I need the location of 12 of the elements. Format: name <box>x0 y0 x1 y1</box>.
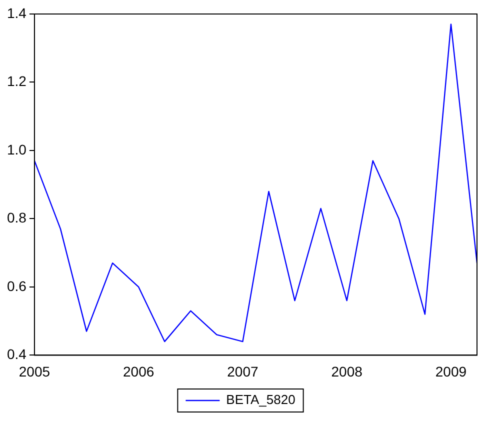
x-tick-label: 2008 <box>331 363 363 380</box>
y-tick-label: 0.8 <box>6 210 27 226</box>
x-tick-label: 2007 <box>227 363 258 380</box>
y-tick-label: 1.4 <box>6 4 27 21</box>
x-tick-label: 2009 <box>435 363 467 380</box>
y-tick-label: 0.6 <box>6 278 27 294</box>
x-tick-label: 2006 <box>123 363 154 380</box>
y-tick-label: 0.4 <box>6 346 27 362</box>
y-tick-label: 1.0 <box>6 141 27 158</box>
legend-label: BETA_5820 <box>226 392 296 408</box>
x-tick-label: 2005 <box>18 363 50 380</box>
y-tick-label: 1.2 <box>6 73 27 90</box>
